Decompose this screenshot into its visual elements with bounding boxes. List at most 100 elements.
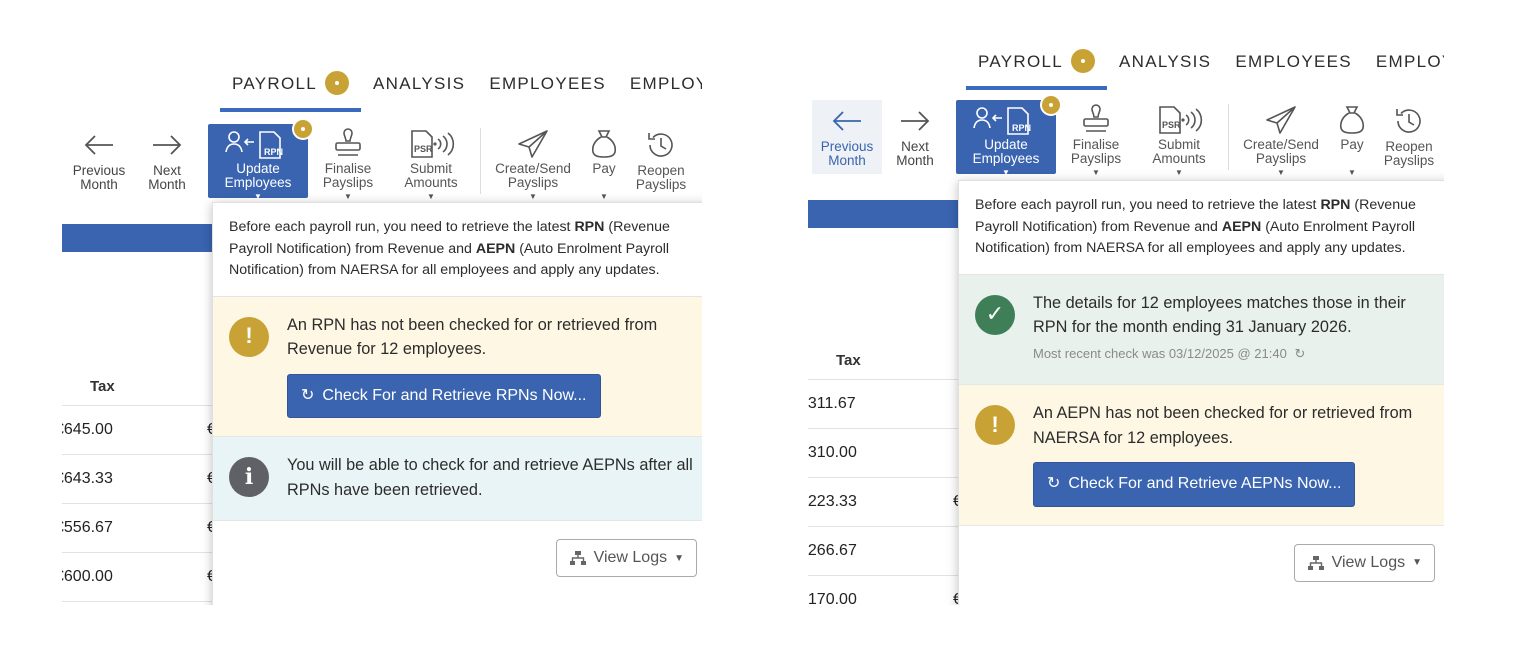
intro-aepn: AEPN <box>1221 218 1262 235</box>
intro-text: (Auto Enrolment Payroll Notification) fr… <box>229 240 670 279</box>
create-send-payslips-button[interactable]: Create/Send Payslips ▼ <box>1235 100 1327 177</box>
update-employees-icon: RPN <box>223 128 293 160</box>
info-icon: i <box>229 457 269 497</box>
paper-plane-icon <box>1261 104 1301 136</box>
next-month-button[interactable]: Next Month <box>134 124 200 198</box>
payroll-toolbar: Previous Month Next Month RPN Update Emp… <box>64 118 693 201</box>
reopen-payslips-button[interactable]: Reopen Payslips <box>629 124 693 198</box>
warning-icon: ! <box>229 316 269 357</box>
euro-fragment: € <box>207 421 216 439</box>
update-employees-button[interactable]: RPN Update Employees ▼ <box>208 118 314 201</box>
table-row[interactable]: €643.33 € <box>62 455 222 504</box>
submit-amounts-label: Submit Amounts <box>1152 137 1206 166</box>
tab-label: PAYROLL <box>978 52 1064 71</box>
tax-cell: €223.33 <box>808 493 857 510</box>
intro-text: (Revenue Payroll Notification) from Reve… <box>229 219 670 257</box>
view-logs-label: View Logs <box>593 549 668 566</box>
tab-label: EMPLOYEES <box>1235 52 1352 71</box>
tab-payroll[interactable]: PAYROLL <box>220 60 362 112</box>
table-header-bar <box>808 200 968 228</box>
update-employees-dropdown: Before each payroll run, you need to ret… <box>958 180 1444 605</box>
previous-month-button[interactable]: Previous Month <box>812 100 882 174</box>
aepn-warning-text: An AEPN has not been checked for or retr… <box>1033 404 1413 447</box>
submit-amounts-button[interactable]: PSR Submit Amounts ▼ <box>388 124 474 201</box>
notification-badge-icon <box>292 118 314 140</box>
intro-text: (Revenue Payroll Notification) from Reve… <box>975 197 1416 235</box>
tab-label: PAYROLL <box>232 74 318 93</box>
table-row[interactable]: €311.67 <box>808 380 968 429</box>
check-retrieve-rpns-button[interactable]: ↻ Check For and Retrieve RPNs Now... <box>287 373 601 418</box>
tab-analysis[interactable]: ANALYSIS <box>361 60 477 104</box>
finalise-payslips-label: Finalise Payslips <box>322 161 374 190</box>
tax-cell: €266.67 <box>808 542 857 559</box>
tax-cell: €310.00 <box>808 444 857 461</box>
submit-amounts-label: Submit Amounts <box>404 161 458 190</box>
history-icon <box>1389 104 1429 138</box>
euro-fragment: € <box>207 470 216 488</box>
pay-button[interactable]: Pay ▼ <box>1327 100 1377 177</box>
toolbar-divider <box>1228 104 1229 170</box>
create-send-payslips-button[interactable]: Create/Send Payslips ▼ <box>487 124 579 201</box>
notification-dot-icon <box>325 71 350 95</box>
rpn-warning-message: ! An RPN has not been checked for or ret… <box>213 296 702 437</box>
caret-down-icon: ▼ <box>529 192 537 201</box>
check-retrieve-rpns-label: Check For and Retrieve RPNs Now... <box>322 386 587 404</box>
rpn-success-text: The details for 12 employees matches tho… <box>1033 293 1406 337</box>
update-employees-label: Update Employees <box>972 137 1040 166</box>
caret-down-icon: ▼ <box>1175 168 1183 177</box>
tab-employer[interactable]: EMPLOYI <box>1364 40 1444 82</box>
tab-employer[interactable]: EMPLOY <box>618 60 702 104</box>
table-row[interactable]: €310.00 <box>808 429 968 478</box>
check-retrieve-aepns-label: Check For and Retrieve AEPNs Now... <box>1068 475 1342 492</box>
finalise-payslips-button[interactable]: Finalise Payslips ▼ <box>308 124 388 201</box>
refresh-icon[interactable]: ↻ <box>1294 345 1306 361</box>
table-row[interactable]: €600.00 € <box>62 553 222 602</box>
tab-analysis[interactable]: ANALYSIS <box>1107 40 1223 82</box>
recent-check-text: Most recent check was 03/12/2025 @ 21:40 <box>1033 345 1287 361</box>
intro-text: Before each payroll run, you need to ret… <box>975 197 1321 213</box>
tab-employees[interactable]: EMPLOYEES <box>1223 40 1364 82</box>
euro-fragment: € <box>207 519 216 537</box>
next-month-button[interactable]: Next Month <box>882 100 948 174</box>
next-month-label: Next Month <box>148 163 186 192</box>
submit-amounts-button[interactable]: PSR Submit Amounts ▼ <box>1136 100 1222 177</box>
reopen-payslips-button[interactable]: Reopen Payslips <box>1377 100 1441 174</box>
caret-down-icon: ▼ <box>1002 168 1010 177</box>
check-retrieve-aepns-button[interactable]: ↻ Check For and Retrieve AEPNs Now... <box>1033 462 1356 507</box>
svg-text:PSR: PSR <box>1162 120 1181 130</box>
view-logs-button[interactable]: View Logs ▼ <box>555 539 697 577</box>
finalise-payslips-label: Finalise Payslips <box>1070 137 1122 166</box>
main-tabs: PAYROLL ANALYSIS EMPLOYEES EMPLOYI <box>966 40 1444 90</box>
svg-text:RPN: RPN <box>1012 123 1031 133</box>
intro-rpn: RPN <box>1320 197 1351 213</box>
toolbar-divider <box>480 128 481 194</box>
refresh-icon: ↻ <box>301 386 315 404</box>
table-row[interactable]: €223.33 € <box>808 478 968 527</box>
table-row[interactable]: €556.67 € <box>62 504 222 553</box>
table-row[interactable]: €266.67 <box>808 527 968 576</box>
pay-button[interactable]: Pay ▼ <box>579 124 629 201</box>
view-logs-button[interactable]: View Logs ▼ <box>1293 543 1435 582</box>
tax-cell: €170.00 <box>808 591 857 605</box>
dropdown-intro: Before each payroll run, you need to ret… <box>959 181 1444 275</box>
arrow-right-icon <box>147 128 187 162</box>
tab-payroll[interactable]: PAYROLL <box>966 40 1108 90</box>
intro-rpn: RPN <box>574 219 605 235</box>
view-logs-label: View Logs <box>1331 553 1406 571</box>
caret-down-icon: ▼ <box>600 192 608 201</box>
finalise-payslips-button[interactable]: Finalise Payslips ▼ <box>1056 100 1136 177</box>
caret-down-icon: ▼ <box>674 552 684 564</box>
previous-month-button[interactable]: Previous Month <box>64 124 134 198</box>
table-row[interactable]: €170.00 € <box>808 576 968 605</box>
tab-employees[interactable]: EMPLOYEES <box>477 60 618 104</box>
check-circle-icon: ✓ <box>975 294 1015 335</box>
rpn-success-message: ✓ The details for 12 employees matches t… <box>959 274 1444 385</box>
update-employees-label: Update Employees <box>224 161 292 190</box>
intro-aepn: AEPN <box>475 240 516 257</box>
update-employees-icon: RPN <box>971 104 1041 136</box>
reopen-payslips-label: Reopen Payslips <box>1383 139 1435 168</box>
table-row[interactable]: €645.00 € <box>62 406 222 455</box>
update-employees-button[interactable]: RPN Update Employees ▼ <box>956 94 1062 177</box>
caret-down-icon: ▼ <box>1412 557 1422 568</box>
psr-submit-icon: PSR <box>403 128 459 160</box>
